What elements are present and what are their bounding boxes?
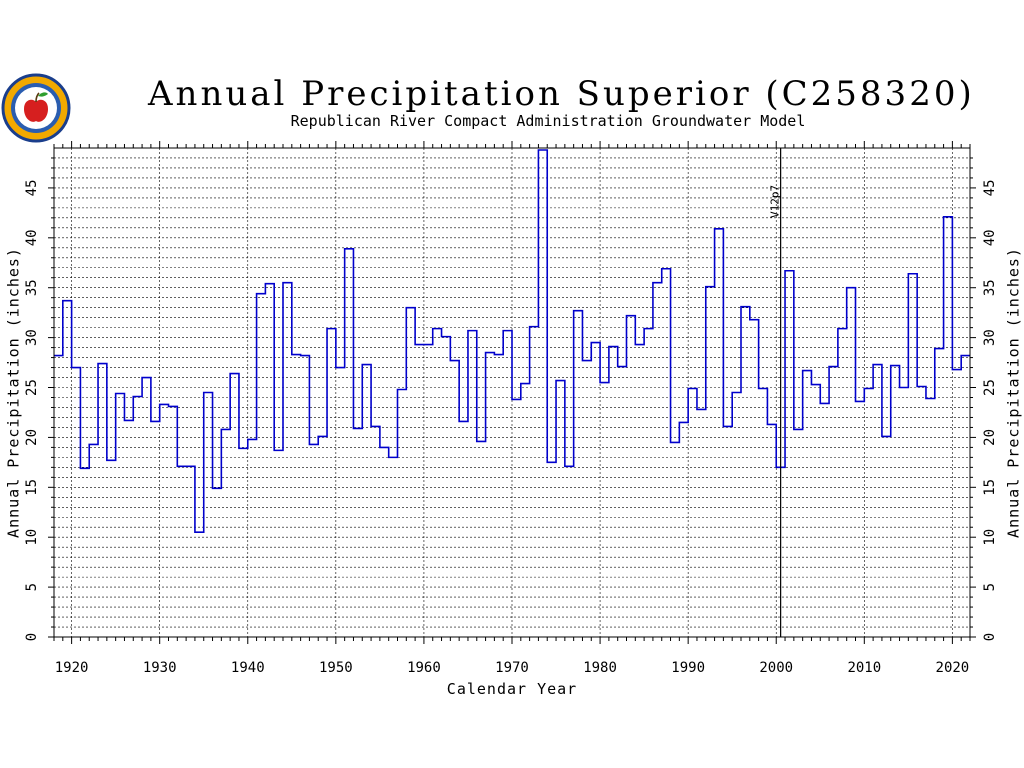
x-tick-label: 2010: [847, 660, 881, 676]
y-axis-label-right: Annual Precipitation (inches): [1005, 247, 1023, 538]
y-tick-label-right: 5: [982, 583, 998, 591]
y-tick-label-right: 20: [982, 429, 998, 446]
x-tick-label: 1980: [583, 660, 617, 676]
y-tick-label-right: 35: [982, 279, 998, 296]
y-tick-label-right: 15: [982, 479, 998, 496]
x-tick-label: 1970: [495, 660, 529, 676]
y-tick-label-left: 20: [24, 429, 40, 446]
y-tick-label-left: 15: [24, 479, 40, 496]
y-tick-label-left: 35: [24, 279, 40, 296]
x-tick-label: 2000: [759, 660, 793, 676]
y-tick-label-right: 45: [982, 179, 998, 196]
grid-lines: [54, 148, 970, 637]
x-axis-label: Calendar Year: [447, 680, 577, 698]
annotation-group: V12p7: [769, 148, 782, 637]
x-tick-label: 1920: [55, 660, 89, 676]
y-tick-label-left: 25: [24, 379, 40, 396]
y-tick-label-right: 0: [982, 633, 998, 641]
plot-frame: [53, 147, 971, 638]
y-tick-label-right: 10: [982, 529, 998, 546]
y-axis-label-left: Annual Precipitation (inches): [5, 247, 23, 538]
x-tick-label: 1990: [671, 660, 705, 676]
x-tick-label: 2020: [936, 660, 970, 676]
x-tick-label: 1960: [407, 660, 441, 676]
y-tick-label-left: 30: [24, 329, 40, 346]
chart-subtitle: Republican River Compact Administration …: [290, 112, 806, 130]
y-tick-label-left: 10: [24, 529, 40, 546]
y-tick-label-left: 0: [24, 633, 40, 641]
y-tick-label-left: 40: [24, 229, 40, 246]
y-tick-label-right: 40: [982, 229, 998, 246]
y-tick-label-left: 45: [24, 179, 40, 196]
apple-seal-logo: [1, 73, 71, 143]
x-tick-label: 1950: [319, 660, 353, 676]
series-step-line: [54, 149, 970, 534]
y-tick-label-left: 5: [24, 583, 40, 591]
chart-title: Annual Precipitation Superior (C258320): [148, 74, 975, 114]
x-tick-label: 1940: [231, 660, 265, 676]
y-tick-label-right: 30: [982, 329, 998, 346]
annotation-label: V12p7: [769, 185, 782, 218]
x-tick-label: 1930: [143, 660, 177, 676]
y-tick-label-right: 25: [982, 379, 998, 396]
